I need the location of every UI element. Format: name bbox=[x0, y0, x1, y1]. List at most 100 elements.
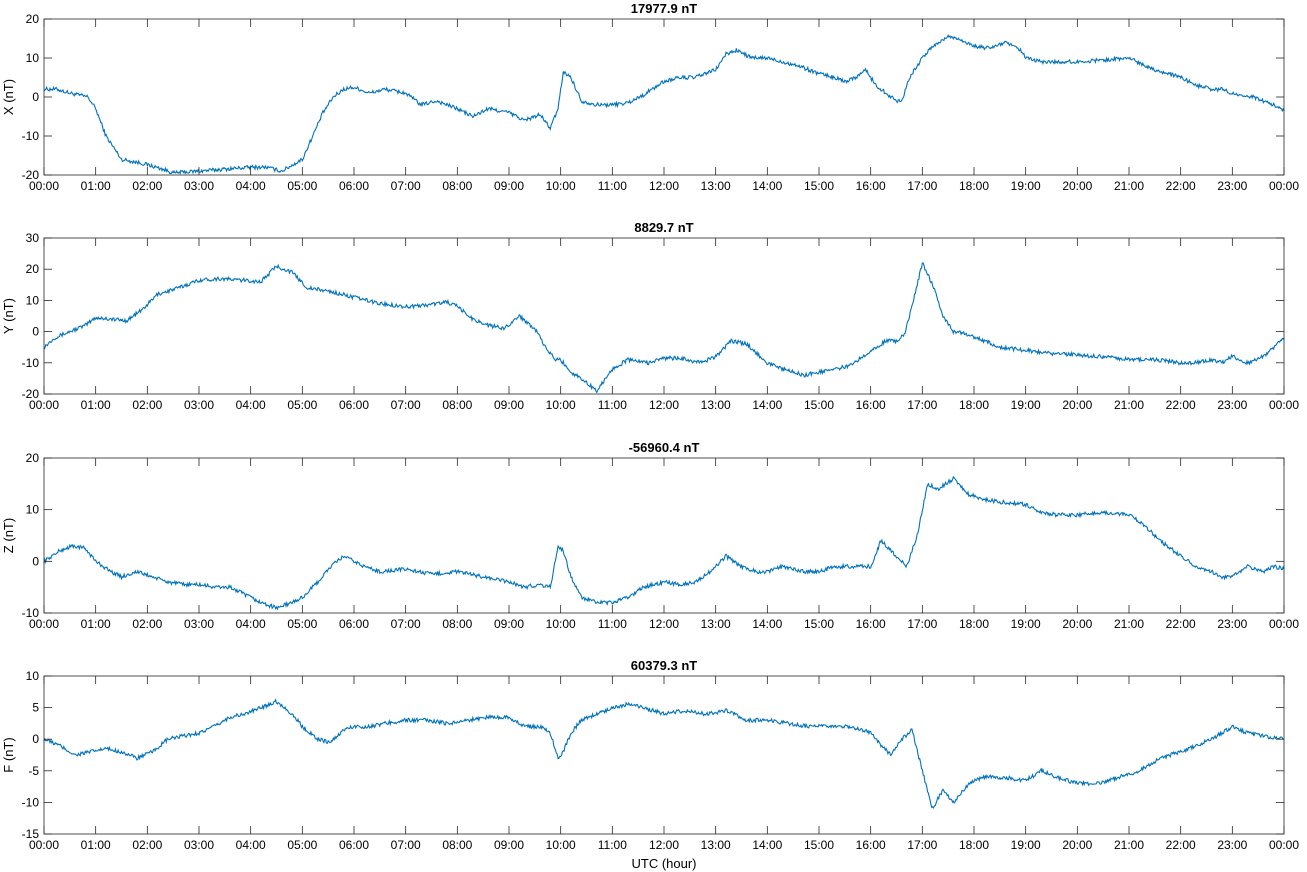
x-tick-label-y-17: 17:00 bbox=[907, 398, 937, 412]
x-tick-label-y-12: 12:00 bbox=[649, 398, 679, 412]
axes-box-z bbox=[43, 457, 1285, 614]
x-tick-label-z-22: 22:00 bbox=[1166, 617, 1196, 631]
x-tick-label-x-24: 00:00 bbox=[1269, 179, 1299, 193]
panel-title-x: 17977.9 nT bbox=[631, 1, 698, 16]
panel-x: 17977.9 nT X (nT) 00:00 01:00 02:00 03:00 04… bbox=[1, 1, 1299, 193]
y-tick-label-x-2: 0 bbox=[32, 90, 39, 104]
x-tick-label-y-20: 20:00 bbox=[1062, 398, 1092, 412]
x-tick-label-y-0: 00:00 bbox=[29, 398, 59, 412]
panel-z: -56960.4 nT Z (nT) 00:00 01:00 02:00 03:00 0… bbox=[1, 440, 1299, 631]
y-tick-label-f-2: -5 bbox=[28, 764, 39, 778]
x-tick-label-f-18: 18:00 bbox=[959, 838, 989, 852]
x-tick-label-z-16: 16:00 bbox=[856, 617, 886, 631]
x-tick-label-f-8: 08:00 bbox=[442, 838, 472, 852]
y-tick-label-f-5: 10 bbox=[26, 669, 40, 683]
x-tick-label-x-1: 01:00 bbox=[81, 179, 111, 193]
x-tick-label-z-14: 14:00 bbox=[752, 617, 782, 631]
y-tick-label-f-0: -15 bbox=[22, 827, 40, 841]
x-tick-label-y-15: 15:00 bbox=[804, 398, 834, 412]
x-tick-label-z-9: 09:00 bbox=[494, 617, 524, 631]
x-tick-label-z-10: 10:00 bbox=[546, 617, 576, 631]
x-tick-label-z-19: 19:00 bbox=[1011, 617, 1041, 631]
x-tick-label-x-19: 19:00 bbox=[1011, 179, 1041, 193]
x-tick-label-f-16: 16:00 bbox=[856, 838, 886, 852]
x-tick-label-z-5: 05:00 bbox=[287, 617, 317, 631]
x-tick-label-y-22: 22:00 bbox=[1166, 398, 1196, 412]
axes-box-f bbox=[43, 675, 1285, 835]
panel-y: 8829.7 nT Y (nT) 00:00 01:00 02:00 03:00 04:… bbox=[1, 220, 1299, 412]
x-tick-label-f-13: 13:00 bbox=[701, 838, 731, 852]
y-tick-label-z-2: 10 bbox=[26, 503, 40, 517]
x-tick-label-z-7: 07:00 bbox=[391, 617, 421, 631]
y-tick-label-x-4: 20 bbox=[26, 12, 40, 26]
y-tick-label-y-1: -10 bbox=[22, 356, 40, 370]
x-tick-label-z-12: 12:00 bbox=[649, 617, 679, 631]
ylabel-f: F (nT) bbox=[1, 737, 16, 772]
series-line-z bbox=[43, 475, 1285, 611]
x-tick-label-y-6: 06:00 bbox=[339, 398, 369, 412]
x-tick-label-x-2: 02:00 bbox=[132, 179, 162, 193]
x-tick-label-f-22: 22:00 bbox=[1166, 838, 1196, 852]
x-tick-label-x-23: 23:00 bbox=[1217, 179, 1247, 193]
x-tick-label-z-6: 06:00 bbox=[339, 617, 369, 631]
x-tick-label-y-13: 13:00 bbox=[701, 398, 731, 412]
x-tick-label-x-8: 08:00 bbox=[442, 179, 472, 193]
x-tick-label-x-17: 17:00 bbox=[907, 179, 937, 193]
x-tick-label-z-20: 20:00 bbox=[1062, 617, 1092, 631]
y-tick-label-x-1: -10 bbox=[22, 129, 40, 143]
x-tick-label-x-10: 10:00 bbox=[546, 179, 576, 193]
x-tick-label-x-21: 21:00 bbox=[1114, 179, 1144, 193]
ylabel-y: Y (nT) bbox=[1, 298, 16, 334]
x-tick-label-x-7: 07:00 bbox=[391, 179, 421, 193]
x-tick-label-z-13: 13:00 bbox=[701, 617, 731, 631]
y-tick-label-y-5: 30 bbox=[26, 231, 40, 245]
x-tick-label-x-6: 06:00 bbox=[339, 179, 369, 193]
x-tick-label-z-0: 00:00 bbox=[29, 617, 59, 631]
y-tick-label-f-3: 0 bbox=[32, 732, 39, 746]
x-tick-label-y-4: 04:00 bbox=[236, 398, 266, 412]
x-tick-label-y-8: 08:00 bbox=[442, 398, 472, 412]
x-tick-label-f-1: 01:00 bbox=[81, 838, 111, 852]
x-tick-label-f-11: 11:00 bbox=[598, 838, 627, 852]
x-tick-label-y-5: 05:00 bbox=[287, 398, 317, 412]
x-tick-label-f-15: 15:00 bbox=[804, 838, 834, 852]
x-tick-label-f-0: 00:00 bbox=[29, 838, 59, 852]
x-tick-label-x-12: 12:00 bbox=[649, 179, 679, 193]
series-line-f bbox=[43, 698, 1285, 810]
x-tick-label-y-16: 16:00 bbox=[856, 398, 886, 412]
axes-box-y bbox=[43, 237, 1285, 395]
x-tick-label-f-20: 20:00 bbox=[1062, 838, 1092, 852]
x-tick-label-z-2: 02:00 bbox=[132, 617, 162, 631]
y-tick-label-z-3: 20 bbox=[26, 451, 40, 465]
x-tick-label-x-15: 15:00 bbox=[804, 179, 834, 193]
x-tick-label-z-17: 17:00 bbox=[907, 617, 937, 631]
x-tick-label-y-23: 23:00 bbox=[1217, 398, 1247, 412]
x-tick-label-f-14: 14:00 bbox=[752, 838, 782, 852]
x-tick-label-y-24: 00:00 bbox=[1269, 398, 1299, 412]
axes-box-x bbox=[43, 18, 1285, 176]
x-tick-label-y-2: 02:00 bbox=[132, 398, 162, 412]
x-tick-label-y-14: 14:00 bbox=[752, 398, 782, 412]
x-tick-label-z-23: 23:00 bbox=[1217, 617, 1247, 631]
x-tick-label-z-3: 03:00 bbox=[184, 617, 214, 631]
y-tick-label-y-3: 10 bbox=[26, 293, 40, 307]
x-tick-label-f-23: 23:00 bbox=[1217, 838, 1247, 852]
series-line-x bbox=[43, 34, 1285, 175]
x-tick-label-y-10: 10:00 bbox=[546, 398, 576, 412]
x-tick-label-x-9: 09:00 bbox=[494, 179, 524, 193]
x-axis-label: UTC (hour) bbox=[631, 856, 696, 871]
y-tick-label-z-1: 0 bbox=[32, 554, 39, 568]
panel-title-f: 60379.3 nT bbox=[631, 658, 698, 673]
x-tick-label-z-4: 04:00 bbox=[236, 617, 266, 631]
x-tick-label-x-16: 16:00 bbox=[856, 179, 886, 193]
x-tick-label-f-17: 17:00 bbox=[907, 838, 937, 852]
x-tick-label-x-5: 05:00 bbox=[287, 179, 317, 193]
ylabel-z: Z (nT) bbox=[1, 518, 16, 553]
ylabel-x: X (nT) bbox=[1, 79, 16, 115]
x-tick-label-z-21: 21:00 bbox=[1114, 617, 1144, 631]
y-tick-label-x-0: -20 bbox=[22, 168, 40, 182]
y-tick-label-y-4: 20 bbox=[26, 262, 40, 276]
x-tick-label-f-4: 04:00 bbox=[236, 838, 266, 852]
x-tick-label-f-12: 12:00 bbox=[649, 838, 679, 852]
x-tick-label-x-11: 11:00 bbox=[598, 179, 627, 193]
